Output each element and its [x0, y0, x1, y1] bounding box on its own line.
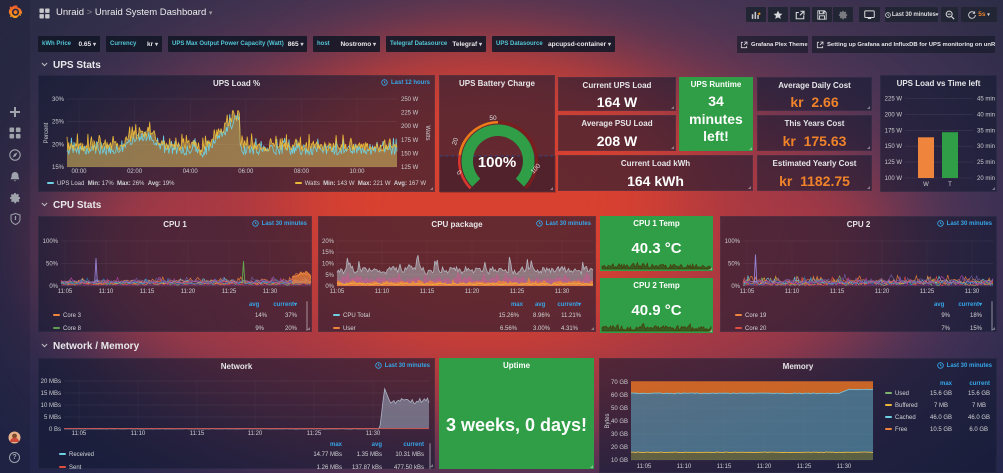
svg-text:5%: 5%	[325, 273, 334, 279]
svg-text:11:10: 11:10	[677, 464, 692, 470]
svg-text:15%: 15%	[322, 250, 335, 256]
svg-text:10 GB: 10 GB	[611, 458, 628, 464]
svg-text:60 GB: 60 GB	[611, 393, 628, 399]
svg-text:0%: 0%	[49, 284, 58, 290]
svg-text:06:00: 06:00	[238, 169, 254, 175]
svg-text:150 W: 150 W	[401, 151, 419, 157]
svg-text:30 GB: 30 GB	[611, 432, 628, 438]
svg-text:125 W: 125 W	[885, 160, 903, 166]
svg-text:0: 0	[455, 169, 463, 177]
svg-text:10:00: 10:00	[349, 169, 365, 175]
svg-text:0%: 0%	[731, 284, 740, 290]
svg-text:200 W: 200 W	[401, 124, 419, 130]
svg-text:5 MBs: 5 MBs	[44, 415, 61, 421]
svg-text:0%: 0%	[325, 284, 334, 290]
svg-text:Bytes: Bytes	[605, 413, 611, 428]
svg-text:70 GB: 70 GB	[611, 380, 628, 386]
svg-text:11:30: 11:30	[366, 431, 381, 437]
svg-text:20%: 20%	[322, 239, 335, 245]
svg-text:50: 50	[489, 115, 497, 122]
svg-text:11:15: 11:15	[830, 289, 845, 295]
svg-text:225 W: 225 W	[885, 97, 903, 103]
svg-text:T: T	[948, 182, 952, 188]
svg-text:11:10: 11:10	[785, 289, 800, 295]
svg-text:45 min: 45 min	[977, 97, 995, 103]
svg-text:0 Bs: 0 Bs	[49, 427, 61, 433]
svg-text:11:05: 11:05	[72, 431, 87, 437]
svg-text:11:25: 11:25	[222, 289, 237, 295]
svg-text:08:00: 08:00	[294, 169, 310, 175]
svg-text:11:20: 11:20	[875, 289, 890, 295]
svg-text:250 W: 250 W	[401, 97, 419, 103]
svg-text:11:20: 11:20	[465, 289, 480, 295]
svg-text:11:15: 11:15	[420, 289, 435, 295]
svg-text:00:00: 00:00	[71, 169, 87, 175]
svg-text:11:15: 11:15	[190, 431, 205, 437]
svg-text:15 MBs: 15 MBs	[41, 391, 61, 397]
svg-text:30%: 30%	[52, 97, 65, 103]
svg-text:50%: 50%	[728, 262, 741, 268]
svg-text:100%: 100%	[43, 239, 59, 245]
svg-text:15%: 15%	[52, 165, 65, 171]
svg-text:04:00: 04:00	[183, 169, 199, 175]
svg-text:25%: 25%	[52, 120, 65, 126]
svg-text:200 W: 200 W	[885, 112, 903, 118]
svg-text:11:10: 11:10	[99, 289, 114, 295]
svg-text:11:10: 11:10	[131, 431, 146, 437]
svg-text:20: 20	[451, 137, 460, 146]
svg-text:175 W: 175 W	[401, 138, 419, 144]
svg-text:20 GB: 20 GB	[611, 445, 628, 451]
svg-text:11:05: 11:05	[330, 289, 345, 295]
svg-text:25 min: 25 min	[977, 160, 995, 166]
svg-text:10%: 10%	[322, 262, 335, 268]
svg-text:11:20: 11:20	[181, 289, 196, 295]
svg-text:11:30: 11:30	[837, 464, 852, 470]
svg-text:11:15: 11:15	[717, 464, 732, 470]
svg-text:11:25: 11:25	[510, 289, 525, 295]
svg-text:35 min: 35 min	[977, 128, 995, 134]
svg-text:11:30: 11:30	[555, 289, 570, 295]
svg-text:11:05: 11:05	[740, 289, 755, 295]
svg-text:50 GB: 50 GB	[611, 406, 628, 412]
svg-text:Watts: Watts	[424, 125, 430, 140]
svg-text:11:25: 11:25	[797, 464, 812, 470]
svg-text:20 MBs: 20 MBs	[41, 379, 61, 385]
svg-text:02:00: 02:00	[127, 169, 143, 175]
svg-text:11:20: 11:20	[757, 464, 772, 470]
svg-text:175 W: 175 W	[885, 128, 903, 134]
svg-text:10 MBs: 10 MBs	[41, 403, 61, 409]
svg-text:11:25: 11:25	[920, 289, 935, 295]
svg-text:Percent: Percent	[44, 122, 50, 143]
svg-text:150 W: 150 W	[885, 144, 903, 150]
svg-text:11:20: 11:20	[248, 431, 263, 437]
svg-text:20%: 20%	[52, 142, 65, 148]
svg-text:100 W: 100 W	[885, 176, 903, 182]
svg-text:125 W: 125 W	[401, 165, 419, 171]
svg-text:100%: 100%	[725, 239, 741, 245]
svg-text:40 min: 40 min	[977, 112, 995, 118]
svg-text:11:05: 11:05	[58, 289, 73, 295]
svg-text:11:15: 11:15	[140, 289, 155, 295]
svg-text:30 min: 30 min	[977, 144, 995, 150]
svg-text:225 W: 225 W	[401, 111, 419, 117]
svg-text:20 min: 20 min	[977, 176, 995, 182]
svg-text:11:10: 11:10	[375, 289, 390, 295]
svg-text:11:05: 11:05	[637, 464, 652, 470]
svg-text:11:25: 11:25	[307, 431, 322, 437]
svg-text:11:30: 11:30	[263, 289, 278, 295]
svg-text:W: W	[923, 182, 929, 188]
svg-text:11:30: 11:30	[965, 289, 980, 295]
svg-text:40 GB: 40 GB	[611, 419, 628, 425]
svg-text:50%: 50%	[46, 262, 59, 268]
